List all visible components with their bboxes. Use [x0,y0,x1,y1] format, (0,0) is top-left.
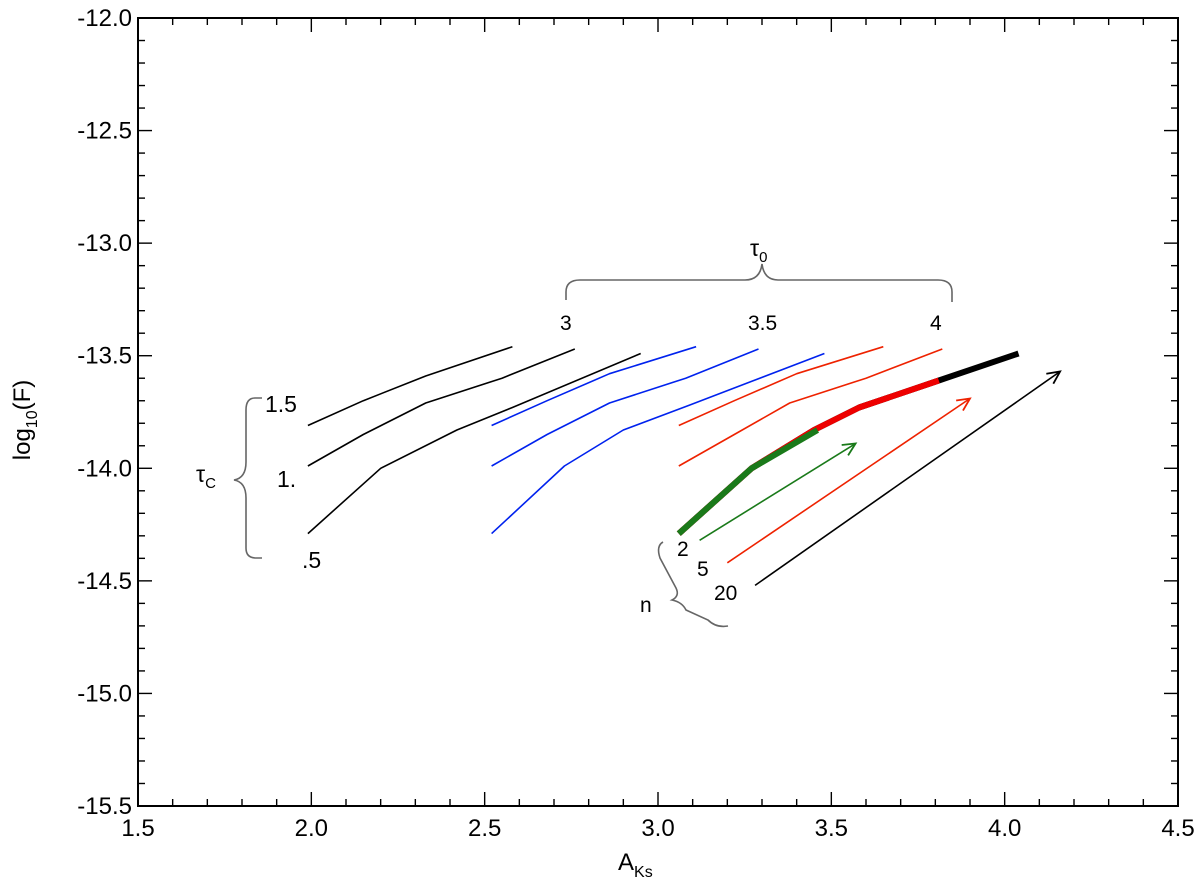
tau0-value-3.5: 3.5 [748,312,777,335]
x-tick-label: 3.5 [815,815,848,842]
x-tick-label: 2.5 [468,815,501,842]
tau0-brace [565,263,953,302]
series-line-7 [678,348,943,467]
n-brace [657,541,729,628]
arrow-head-1 [956,397,972,412]
x-tick-label: 4.5 [1161,815,1194,842]
y-tick-label: -13.5 [77,343,132,370]
series-line-0 [307,345,513,427]
tauc-value-.5: .5 [302,547,321,573]
series-line-5 [491,352,825,535]
y-axis-title: log10(F) [9,380,41,460]
arrow-head-0 [841,442,858,456]
arrow-shaft-1 [726,397,971,564]
y-tick-label: -14.0 [77,455,132,482]
n-value-20: 20 [714,582,737,605]
n-value-5: 5 [697,558,709,581]
tick-labels: 1.5 2.0 2.5 3.0 3.5 4.0 4.5-12.0-12.5-13.0-13.… [77,5,1194,842]
series-line-2 [307,352,642,535]
x-tick-label: 3.0 [641,815,674,842]
tau0-value-4: 4 [930,312,942,335]
tauc-value-1.: 1. [277,466,296,492]
x-axis-title: AKs [618,849,653,881]
tauc-brace [233,397,262,559]
tau0-label: τ0 [750,235,767,266]
y-tick-label: -14.5 [77,568,132,595]
x-tick-label: 4.0 [988,815,1021,842]
arrow-shaft-0 [699,442,857,542]
axis-ticks [137,17,1179,807]
tau0-value-3: 3 [560,312,572,335]
n-value-2: 2 [677,538,689,561]
tauc-value-1.5: 1.5 [265,391,297,417]
y-tick-label: -15.5 [77,793,132,820]
series-group [307,345,1020,536]
series-line-3 [491,345,697,427]
y-tick-label: -15.0 [77,680,132,707]
y-tick-label: -13.0 [77,230,132,257]
tauc-label: τC [196,461,216,492]
x-tick-label: 1.5 [121,815,154,842]
arrow-head-2 [1046,370,1062,385]
series-line-10 [676,427,820,536]
series-line-4 [491,348,759,467]
arrow-shaft-2 [754,370,1061,587]
n-label: n [640,594,652,617]
y-tick-label: -12.5 [77,118,132,145]
series-line-1 [307,348,576,467]
y-tick-label: -12.0 [77,5,132,32]
plot-area [137,17,1179,807]
x-tick-label: 2.0 [295,815,328,842]
arrow-group [699,370,1062,587]
series-line-6 [678,345,884,427]
